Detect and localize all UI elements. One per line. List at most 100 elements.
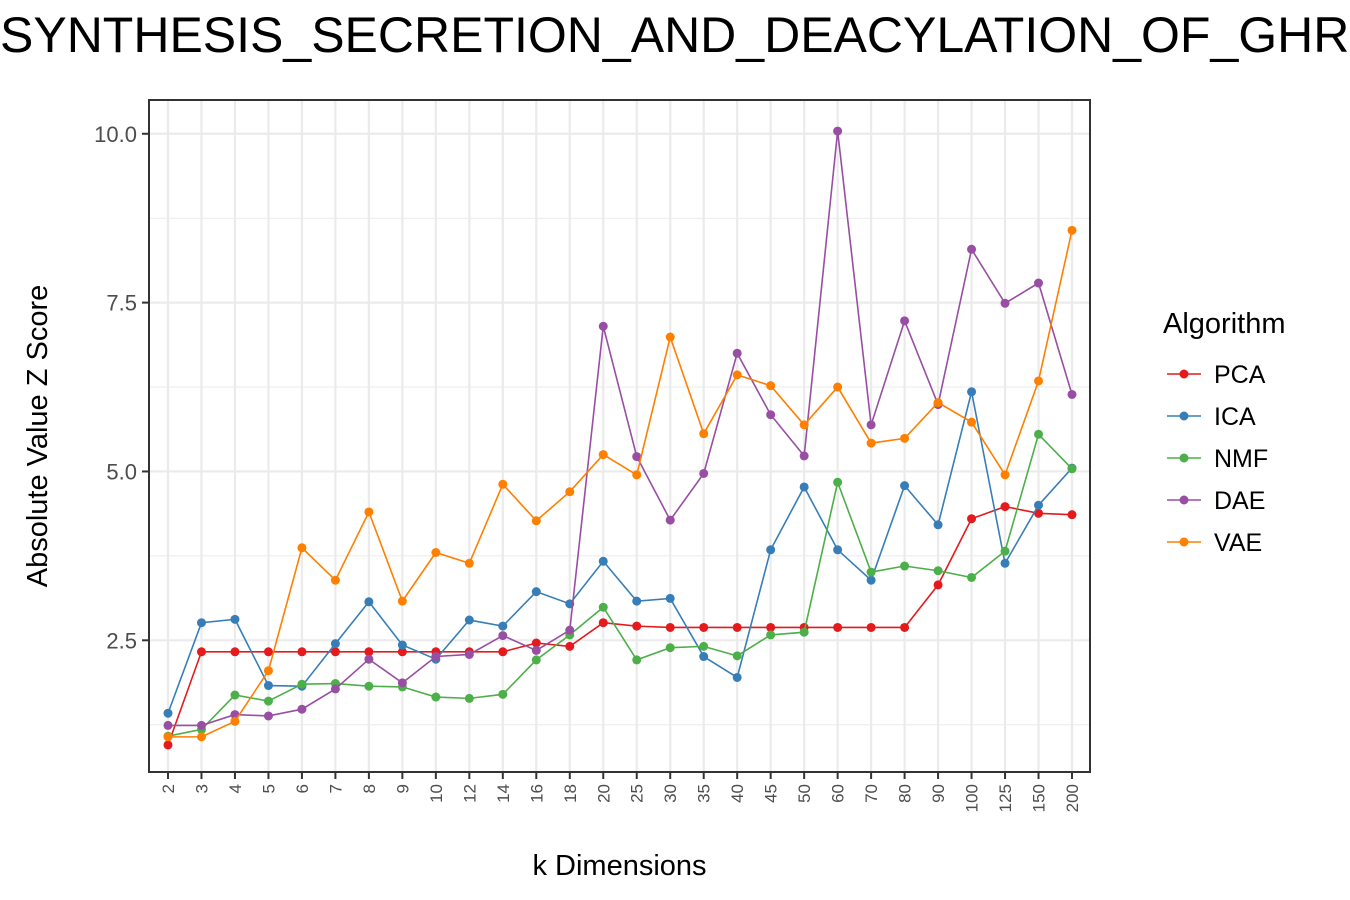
data-point [866, 567, 876, 577]
x-tick-label: 70 [862, 784, 881, 803]
legend-label: VAE [1214, 529, 1262, 557]
data-point [699, 652, 709, 662]
data-point [1034, 500, 1044, 510]
data-point [732, 370, 742, 380]
legend: Algorithm PCA ICA NMF DAE VAE [1163, 308, 1286, 557]
data-point [565, 487, 575, 497]
data-point [364, 507, 374, 517]
y-axis: 2.5 5.0 7.5 10.0 [94, 122, 149, 653]
chart-title: SYNTHESIS_SECRETION_AND_DEACYLATION_OF_G… [0, 7, 1350, 63]
data-point [900, 622, 910, 632]
plot-border [148, 99, 1091, 773]
y-tick-label: 7.5 [106, 291, 137, 316]
data-point [933, 520, 943, 530]
data-point [699, 429, 709, 439]
data-point [900, 481, 910, 491]
data-point [1000, 470, 1010, 480]
legend-key-point [1179, 495, 1189, 505]
data-point [531, 638, 541, 648]
data-point [297, 647, 307, 657]
legend-label: DAE [1214, 487, 1265, 515]
data-point [598, 450, 608, 460]
data-point [565, 641, 575, 651]
data-point [230, 690, 240, 700]
data-point [431, 652, 441, 662]
data-point [1000, 558, 1010, 568]
data-point [933, 566, 943, 576]
x-axis: 2 3 4 5 6 7 8 9 10 12 14 16 18 20 25 30 35 40 45 50 60 70 80 90… [159, 772, 1082, 812]
data-point [799, 627, 809, 637]
x-tick-label: 30 [661, 784, 680, 803]
x-tick-label: 4 [226, 784, 245, 793]
series-dae [163, 126, 1077, 730]
data-point [464, 615, 474, 625]
data-point [364, 647, 374, 657]
legend-key-point [1179, 537, 1189, 547]
data-point [967, 514, 977, 524]
data-point [665, 332, 675, 342]
data-point [799, 482, 809, 492]
data-point [1067, 510, 1077, 520]
data-point [196, 647, 206, 657]
data-point [933, 398, 943, 408]
data-point [364, 654, 374, 664]
legend-item-pca: PCA [1167, 361, 1266, 389]
data-point [230, 716, 240, 726]
data-point [766, 410, 776, 420]
data-point [866, 420, 876, 430]
x-tick-label: 40 [728, 784, 747, 803]
data-point [330, 684, 340, 694]
data-point [431, 548, 441, 558]
legend-key-point [1179, 411, 1189, 421]
data-point [230, 614, 240, 624]
x-tick-label: 7 [326, 784, 345, 793]
data-point [900, 316, 910, 326]
data-point [598, 321, 608, 331]
data-point [196, 618, 206, 628]
data-point [498, 631, 508, 641]
data-point [364, 681, 374, 691]
data-point [163, 732, 173, 742]
series-line-nmf [167, 432, 1073, 737]
data-point [163, 740, 173, 750]
y-axis-title: Absolute Value Z Score [22, 285, 54, 588]
data-point [1000, 546, 1010, 556]
legend-item-ica: ICA [1167, 403, 1256, 431]
data-point [598, 556, 608, 566]
x-tick-label: 5 [259, 784, 278, 793]
data-point [1067, 225, 1077, 235]
data-point [699, 641, 709, 651]
data-point [665, 643, 675, 653]
legend-item-nmf: NMF [1167, 445, 1268, 473]
plot-background [149, 100, 1090, 772]
data-point [397, 647, 407, 657]
data-point [967, 244, 977, 254]
data-point [531, 587, 541, 597]
data-point [196, 732, 206, 742]
x-tick-label: 150 [1030, 784, 1049, 812]
data-point [464, 558, 474, 568]
data-point [1034, 376, 1044, 386]
data-point [766, 622, 776, 632]
data-point [699, 468, 709, 478]
x-tick-label: 25 [628, 784, 647, 803]
data-point [967, 572, 977, 582]
data-point [732, 348, 742, 358]
legend-item-dae: DAE [1167, 487, 1265, 515]
y-tick-label: 5.0 [106, 459, 137, 484]
x-tick-label: 18 [561, 784, 580, 803]
data-point [297, 679, 307, 689]
data-point [799, 420, 809, 430]
data-point [766, 545, 776, 555]
data-point [531, 516, 541, 526]
data-point [263, 681, 273, 691]
legend-item-vae: VAE [1167, 529, 1262, 557]
x-tick-label: 60 [829, 784, 848, 803]
data-point [230, 647, 240, 657]
x-tick-label: 200 [1063, 784, 1082, 812]
x-tick-label: 10 [427, 784, 446, 803]
data-point [263, 711, 273, 721]
legend-title: Algorithm [1163, 308, 1286, 340]
series-line-pca [167, 505, 1073, 746]
x-tick-label: 45 [762, 784, 781, 803]
